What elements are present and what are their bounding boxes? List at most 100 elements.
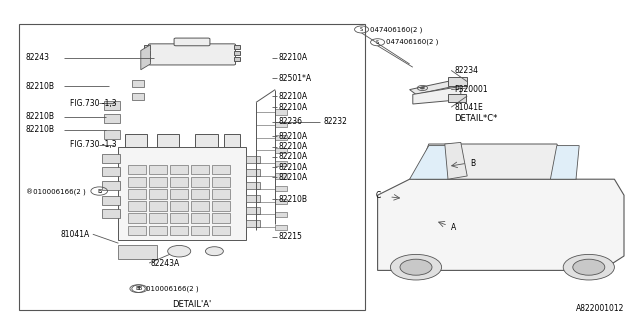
Text: S: S (360, 27, 363, 32)
Bar (128, 177, 146, 187)
Circle shape (563, 254, 614, 280)
Bar (246, 169, 260, 176)
Polygon shape (413, 86, 461, 104)
Text: 82210A: 82210A (278, 142, 308, 151)
Bar (132, 80, 144, 87)
Text: S: S (376, 40, 379, 45)
Bar (125, 134, 147, 147)
Bar (128, 213, 146, 223)
Text: P320001: P320001 (454, 85, 488, 94)
Bar (19, 24, 365, 310)
Bar (157, 134, 179, 147)
Bar (212, 201, 230, 211)
Bar (149, 226, 167, 235)
Bar (212, 189, 230, 199)
Bar (246, 182, 260, 189)
Text: 82501*A: 82501*A (278, 74, 312, 83)
FancyBboxPatch shape (174, 38, 210, 46)
Bar (191, 177, 209, 187)
Text: 82210A: 82210A (278, 132, 308, 140)
Bar (246, 195, 260, 202)
Bar (195, 134, 218, 147)
Bar (170, 201, 188, 211)
Text: C: C (376, 191, 381, 200)
Bar (104, 130, 120, 139)
Bar (246, 156, 260, 163)
Polygon shape (416, 144, 576, 179)
Bar (275, 199, 287, 204)
Polygon shape (378, 179, 624, 270)
Bar (104, 101, 120, 110)
Bar (275, 186, 287, 191)
Bar (170, 226, 188, 235)
Text: 81041E: 81041E (454, 103, 483, 112)
Text: B: B (97, 188, 101, 194)
Text: 82210A: 82210A (278, 103, 308, 112)
Bar (275, 225, 287, 230)
Text: A822001012: A822001012 (575, 304, 624, 313)
Bar (149, 189, 167, 199)
Bar (275, 212, 287, 217)
Bar (118, 245, 157, 259)
Polygon shape (410, 80, 461, 94)
Text: 82234: 82234 (454, 66, 479, 75)
Text: 82210A: 82210A (278, 92, 308, 100)
Text: FIG.730 -1,3: FIG.730 -1,3 (70, 140, 117, 149)
Bar (212, 177, 230, 187)
Bar (234, 51, 240, 55)
Bar (246, 207, 260, 214)
Text: 82243A: 82243A (150, 259, 180, 268)
Polygon shape (141, 45, 150, 70)
Bar (212, 213, 230, 223)
Text: 82210B: 82210B (26, 82, 54, 91)
Bar (275, 173, 287, 179)
Text: 81041A: 81041A (61, 230, 90, 239)
Bar (448, 77, 467, 86)
Bar (149, 165, 167, 174)
Text: 047406160(2 ): 047406160(2 ) (370, 26, 422, 33)
Bar (149, 201, 167, 211)
Text: DETAIL*C*: DETAIL*C* (454, 114, 498, 123)
Text: 82236: 82236 (278, 117, 302, 126)
Text: 82210A: 82210A (278, 163, 308, 172)
Text: B: B (138, 286, 141, 291)
Text: 047406160(2 ): 047406160(2 ) (386, 39, 438, 45)
Bar (275, 122, 287, 127)
Text: 82232: 82232 (323, 117, 347, 126)
Polygon shape (445, 142, 467, 179)
Circle shape (205, 247, 223, 256)
Bar (128, 226, 146, 235)
Bar (144, 57, 150, 61)
Text: 82210B: 82210B (26, 112, 54, 121)
Bar (191, 226, 209, 235)
Text: 82210B: 82210B (26, 125, 54, 134)
Text: A: A (451, 223, 456, 232)
Text: 82210A: 82210A (278, 173, 308, 182)
Bar (224, 134, 240, 147)
Circle shape (420, 87, 424, 89)
Bar (144, 45, 150, 49)
Bar (191, 213, 209, 223)
Bar (275, 161, 287, 166)
Bar (102, 181, 120, 190)
FancyBboxPatch shape (148, 44, 236, 65)
Bar (246, 220, 260, 227)
Bar (448, 94, 466, 102)
Text: 82210B: 82210B (278, 195, 307, 204)
Bar (170, 165, 188, 174)
Circle shape (400, 259, 432, 275)
Text: B: B (470, 159, 476, 168)
Bar (104, 114, 120, 123)
Bar (102, 154, 120, 163)
Text: B: B (136, 286, 140, 291)
Bar (212, 165, 230, 174)
Bar (132, 93, 144, 100)
Circle shape (168, 245, 191, 257)
Bar (128, 189, 146, 199)
Bar (191, 201, 209, 211)
Text: 82210A: 82210A (278, 53, 308, 62)
Bar (212, 226, 230, 235)
Bar (102, 167, 120, 176)
Text: 82210A: 82210A (278, 152, 308, 161)
Circle shape (573, 259, 605, 275)
